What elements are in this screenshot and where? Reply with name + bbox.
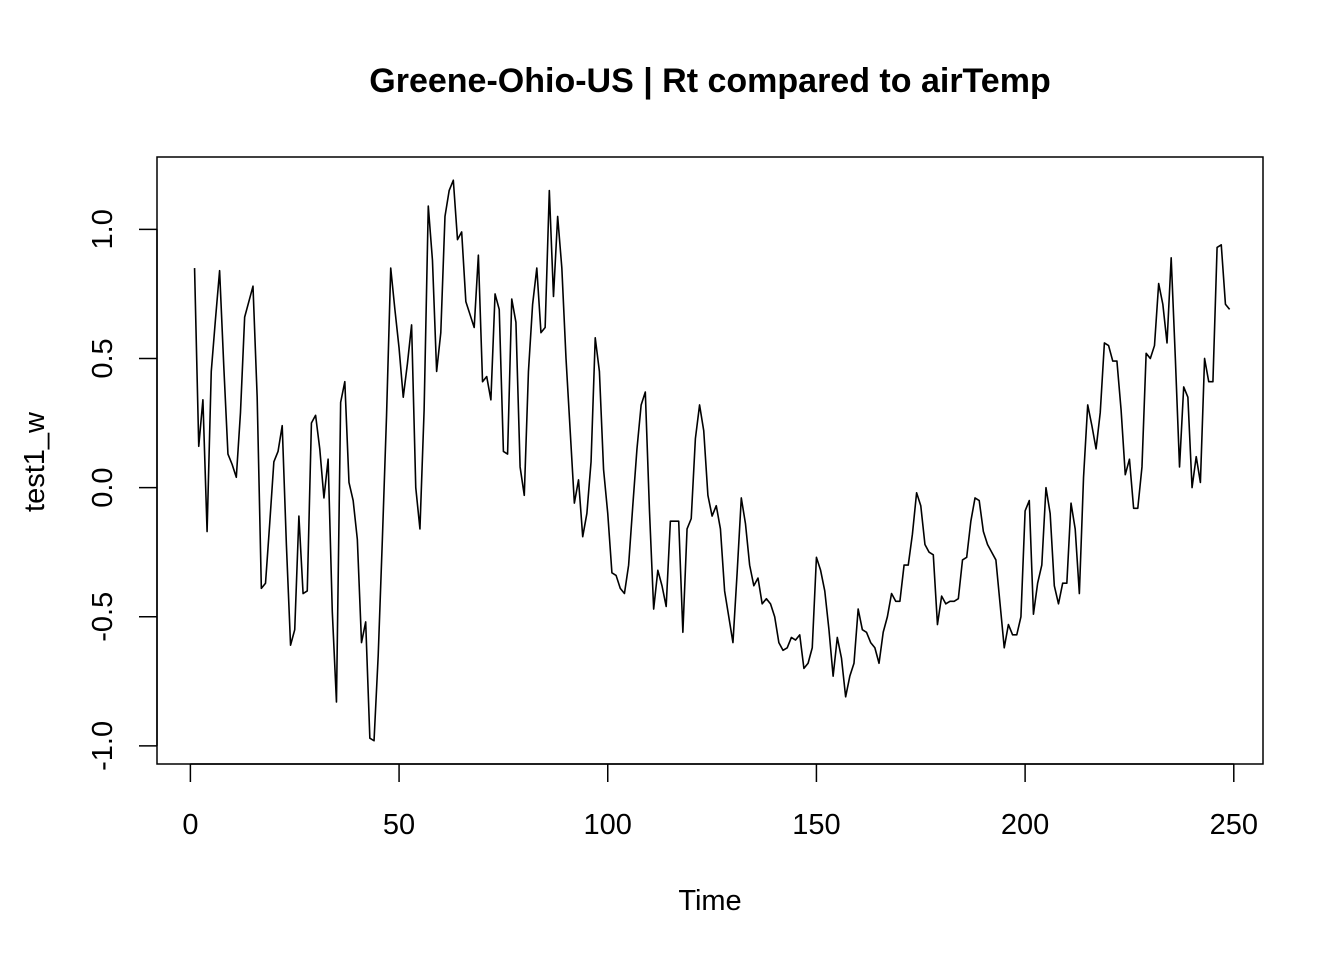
y-tick-label: 0.0 — [87, 467, 119, 507]
x-axis: 0 50 100 150 200 250 — [182, 763, 1258, 841]
y-axis-label: test1_w — [19, 411, 51, 512]
y-tick-label: -1.0 — [87, 721, 119, 771]
x-tick-label: 50 — [383, 809, 415, 841]
plot-frame — [156, 156, 1264, 765]
y-tick-label: -0.5 — [87, 592, 119, 642]
chart-title: Greene-Ohio-US | Rt compared to airTemp — [369, 62, 1050, 100]
x-axis-label: Time — [678, 885, 741, 917]
x-tick-label: 150 — [792, 809, 840, 841]
x-tick-label: 0 — [182, 809, 198, 841]
x-tick-label: 100 — [584, 809, 632, 841]
x-tick-label: 200 — [1001, 809, 1049, 841]
y-tick-label: 1.0 — [87, 209, 119, 249]
y-tick-label: 0.5 — [87, 338, 119, 378]
x-tick-label: 250 — [1210, 809, 1258, 841]
series-line — [193, 179, 1231, 742]
y-axis: -1.0 -0.5 0.0 0.5 1.0 — [87, 209, 158, 771]
series-group — [193, 179, 1231, 742]
